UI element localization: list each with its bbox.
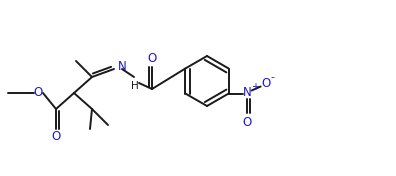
Text: H: H — [131, 81, 139, 91]
Text: O: O — [51, 130, 61, 143]
Text: O: O — [242, 116, 251, 129]
Text: O: O — [33, 86, 43, 99]
Text: O: O — [147, 52, 157, 65]
Text: N: N — [243, 86, 252, 99]
Text: -: - — [270, 73, 275, 83]
Text: O: O — [261, 77, 270, 90]
Text: +: + — [251, 83, 259, 93]
Text: N: N — [118, 59, 127, 73]
